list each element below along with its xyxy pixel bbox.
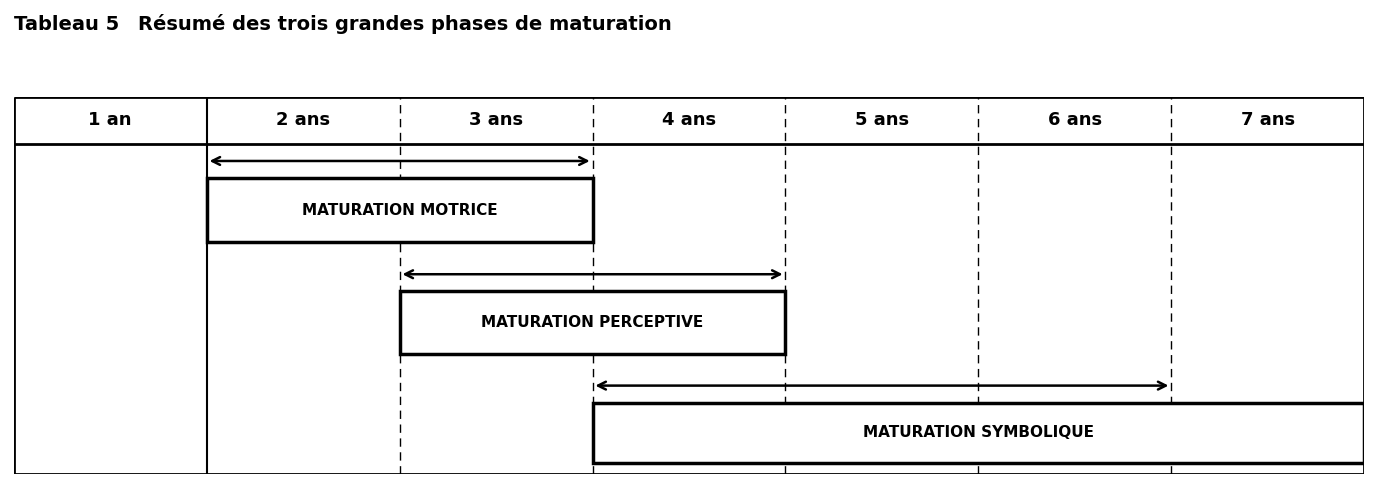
Text: 5 ans: 5 ans: [854, 111, 909, 129]
Text: Tableau 5: Tableau 5: [14, 15, 119, 34]
Bar: [593, 403, 1364, 463]
Bar: [207, 178, 593, 242]
Text: 2 ans: 2 ans: [276, 111, 331, 129]
Text: Résumé des trois grandes phases de maturation: Résumé des trois grandes phases de matur…: [138, 14, 671, 34]
Text: 3 ans: 3 ans: [469, 111, 524, 129]
Text: 7 ans: 7 ans: [1240, 111, 1295, 129]
Bar: [400, 291, 785, 353]
Text: MATURATION MOTRICE: MATURATION MOTRICE: [302, 203, 497, 217]
Text: 6 ans: 6 ans: [1047, 111, 1102, 129]
Text: MATURATION SYMBOLIQUE: MATURATION SYMBOLIQUE: [863, 425, 1094, 440]
Text: 4 ans: 4 ans: [661, 111, 717, 129]
Text: MATURATION PERCEPTIVE: MATURATION PERCEPTIVE: [481, 315, 704, 330]
Text: 1 an: 1 an: [88, 111, 132, 129]
